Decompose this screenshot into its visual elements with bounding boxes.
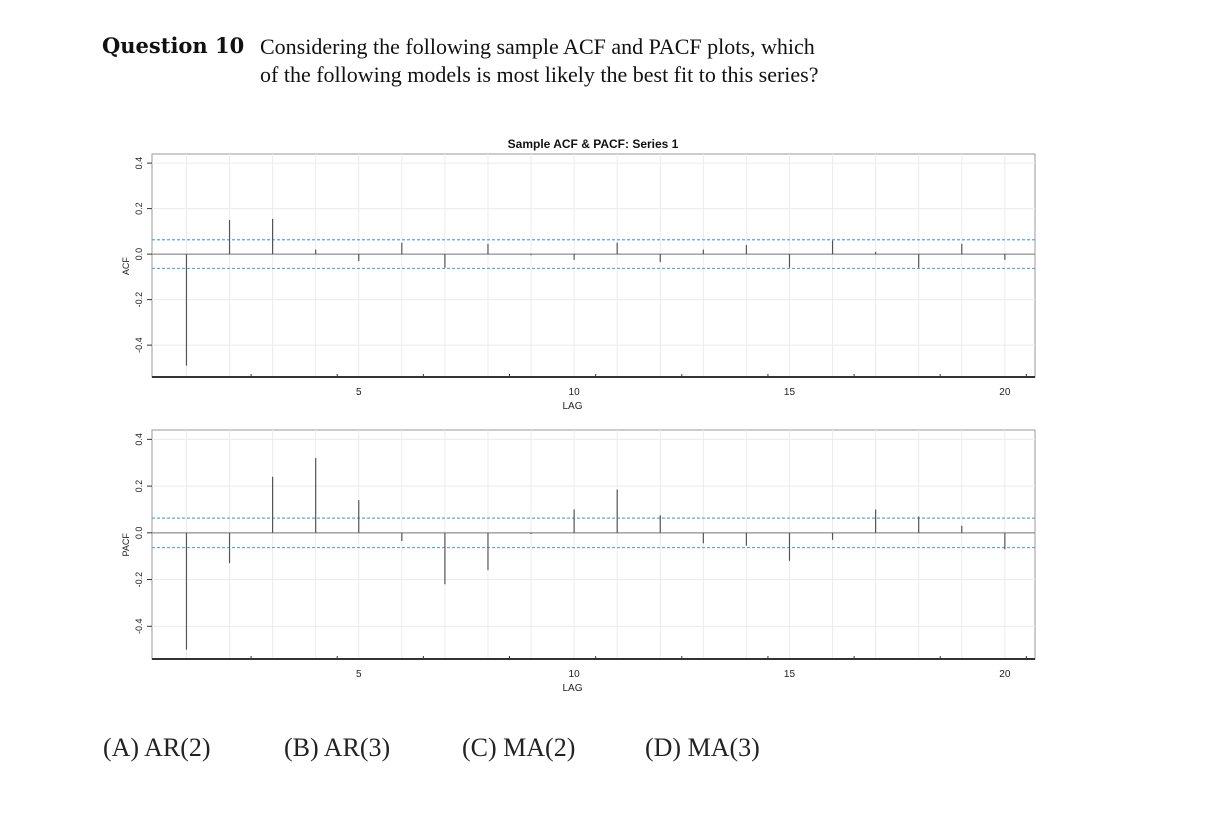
- acf-y-tick-label: 0.2: [134, 202, 144, 215]
- answer-options: (A) AR(2) (B) AR(3) (C) MA(2) (D) MA(3): [0, 733, 1206, 773]
- pacf-x-axis-label: LAG: [562, 683, 582, 694]
- question-line-1: Considering the following sample ACF and…: [260, 34, 815, 59]
- option-c[interactable]: (C) MA(2): [462, 733, 576, 762]
- chart-title: Sample ACF & PACF: Series 1: [508, 137, 679, 151]
- pacf-x-tick-label: 15: [784, 669, 796, 680]
- acf-y-tick-label: -0.4: [134, 337, 144, 353]
- question-text: Considering the following sample ACF and…: [260, 33, 960, 89]
- acf-x-axis-label: LAG: [562, 401, 582, 412]
- acf-x-tick-label: 20: [999, 387, 1011, 398]
- acf-panel: 5 10 15 20 LAG -0.4 -0.2 0.0 0.2 0.4 ACF: [121, 153, 1036, 412]
- acf-x-tick-label: 10: [569, 387, 581, 398]
- pacf-panel: 5 10 15 20 LAG -0.4 -0.2 0.0 0.2 0.4 PACF: [121, 429, 1036, 694]
- pacf-y-tick-label: 0.4: [134, 433, 144, 446]
- pacf-x-tick-label: 10: [569, 669, 581, 680]
- acf-x-tick-label: 5: [356, 387, 362, 398]
- pacf-y-tick-label: 0.0: [134, 527, 144, 540]
- acf-y-tick-label: 0.0: [134, 248, 144, 261]
- pacf-x-tick-label: 20: [999, 669, 1011, 680]
- option-a[interactable]: (A) AR(2): [103, 733, 211, 762]
- pacf-plot-area: [151, 429, 1036, 660]
- pacf-x-tick-label: 5: [356, 669, 362, 680]
- acf-plot-area: [151, 153, 1036, 378]
- acf-y-tick-label: 0.4: [134, 157, 144, 170]
- question-number: Question 10: [102, 33, 245, 58]
- pacf-y-tick-label: -0.2: [134, 572, 144, 588]
- question-line-2: of the following models is most likely t…: [260, 62, 819, 87]
- acf-y-tick-label: -0.2: [134, 292, 144, 308]
- pacf-y-axis-label: PACF: [121, 533, 131, 557]
- pacf-y-tick-label: -0.4: [134, 619, 144, 635]
- pacf-y-tick-label: 0.2: [134, 480, 144, 493]
- acf-y-axis-label: ACF: [121, 257, 131, 276]
- acf-x-tick-label: 15: [784, 387, 796, 398]
- option-b[interactable]: (B) AR(3): [284, 733, 391, 762]
- option-d[interactable]: (D) MA(3): [645, 733, 760, 762]
